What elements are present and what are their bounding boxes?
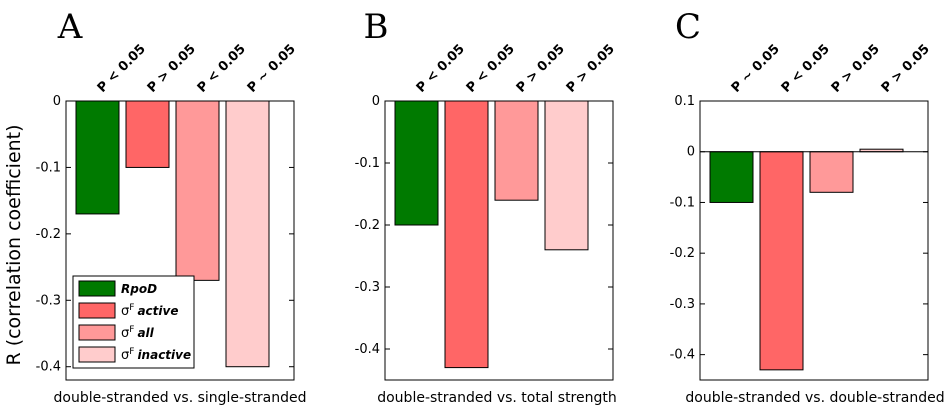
legend: RpoD σF active σF all σF inactive bbox=[72, 275, 195, 369]
y-axis-label: R (correlation coefficient) bbox=[3, 124, 25, 365]
y-tick-label: 0.1 bbox=[674, 94, 695, 109]
y-tick-label: -0.3 bbox=[355, 280, 380, 295]
y-tick-label: 0 bbox=[687, 145, 695, 160]
x-axis-label: double-stranded vs. double-stranded bbox=[685, 390, 944, 406]
y-tick-label: -0.3 bbox=[36, 293, 61, 308]
y-tick-label: -0.4 bbox=[36, 360, 61, 375]
p-value-label: P < 0.05 bbox=[414, 42, 468, 96]
p-value-label: P < 0.05 bbox=[95, 42, 149, 96]
y-tick-label: -0.2 bbox=[36, 227, 61, 242]
p-value-label: P > 0.05 bbox=[145, 42, 199, 96]
y-tick-label: 0 bbox=[53, 94, 61, 109]
bar bbox=[494, 100, 539, 201]
y-tick-label: -0.4 bbox=[355, 342, 380, 357]
panel-A: AP < 0.05P > 0.05P < 0.05P ~ 0.050-0.1-0… bbox=[36, 7, 307, 406]
panel-letter: B bbox=[364, 7, 389, 47]
axes-box bbox=[699, 100, 929, 381]
legend-entry: RpoD bbox=[121, 282, 157, 296]
y-tick-label: -0.1 bbox=[36, 160, 61, 175]
bar bbox=[225, 100, 270, 368]
y-tick-label: -0.1 bbox=[670, 195, 695, 210]
p-value-label: P < 0.05 bbox=[195, 42, 249, 96]
x-axis-label: double-stranded vs. single-stranded bbox=[54, 390, 307, 406]
p-value-label: P > 0.05 bbox=[829, 42, 883, 96]
p-value-label: P > 0.05 bbox=[879, 42, 933, 96]
legend-entry: σF active bbox=[121, 303, 178, 319]
legend-swatch bbox=[78, 302, 116, 319]
p-value-label: P ~ 0.05 bbox=[245, 42, 299, 96]
bar bbox=[709, 151, 754, 203]
p-value-label: P > 0.05 bbox=[514, 42, 568, 96]
y-tick-label: -0.1 bbox=[355, 156, 380, 171]
bar bbox=[444, 100, 489, 369]
panel-B: BP < 0.05P < 0.05P > 0.05P > 0.050-0.1-0… bbox=[355, 7, 618, 406]
panel-letter: C bbox=[675, 7, 701, 47]
bar bbox=[175, 100, 220, 281]
y-tick-label: -0.4 bbox=[670, 348, 695, 363]
bar bbox=[394, 100, 439, 226]
legend-swatch bbox=[78, 324, 116, 341]
p-value-label: P < 0.05 bbox=[779, 42, 833, 96]
bar bbox=[809, 151, 854, 193]
bar bbox=[544, 100, 589, 251]
legend-entry: σF all bbox=[121, 325, 155, 341]
bar bbox=[759, 151, 804, 371]
x-axis-label: double-stranded vs. total strength bbox=[377, 390, 617, 406]
y-tick-label: -0.2 bbox=[355, 218, 380, 233]
bar bbox=[75, 100, 120, 215]
y-tick-label: -0.3 bbox=[670, 297, 695, 312]
bar bbox=[125, 100, 170, 168]
panels: AP < 0.05P > 0.05P < 0.05P ~ 0.050-0.1-0… bbox=[36, 7, 945, 406]
p-value-label: P > 0.05 bbox=[564, 42, 618, 96]
legend-swatch bbox=[78, 280, 116, 297]
y-tick-label: 0 bbox=[372, 94, 380, 109]
panel-C: CP ~ 0.05P < 0.05P > 0.05P > 0.050.10-0.… bbox=[670, 7, 945, 406]
legend-entry: σF inactive bbox=[121, 347, 191, 363]
p-value-label: P ~ 0.05 bbox=[729, 42, 783, 96]
y-tick-label: -0.2 bbox=[670, 246, 695, 261]
panel-letter: A bbox=[57, 7, 83, 47]
p-value-label: P < 0.05 bbox=[464, 42, 518, 96]
legend-swatch bbox=[78, 346, 116, 363]
